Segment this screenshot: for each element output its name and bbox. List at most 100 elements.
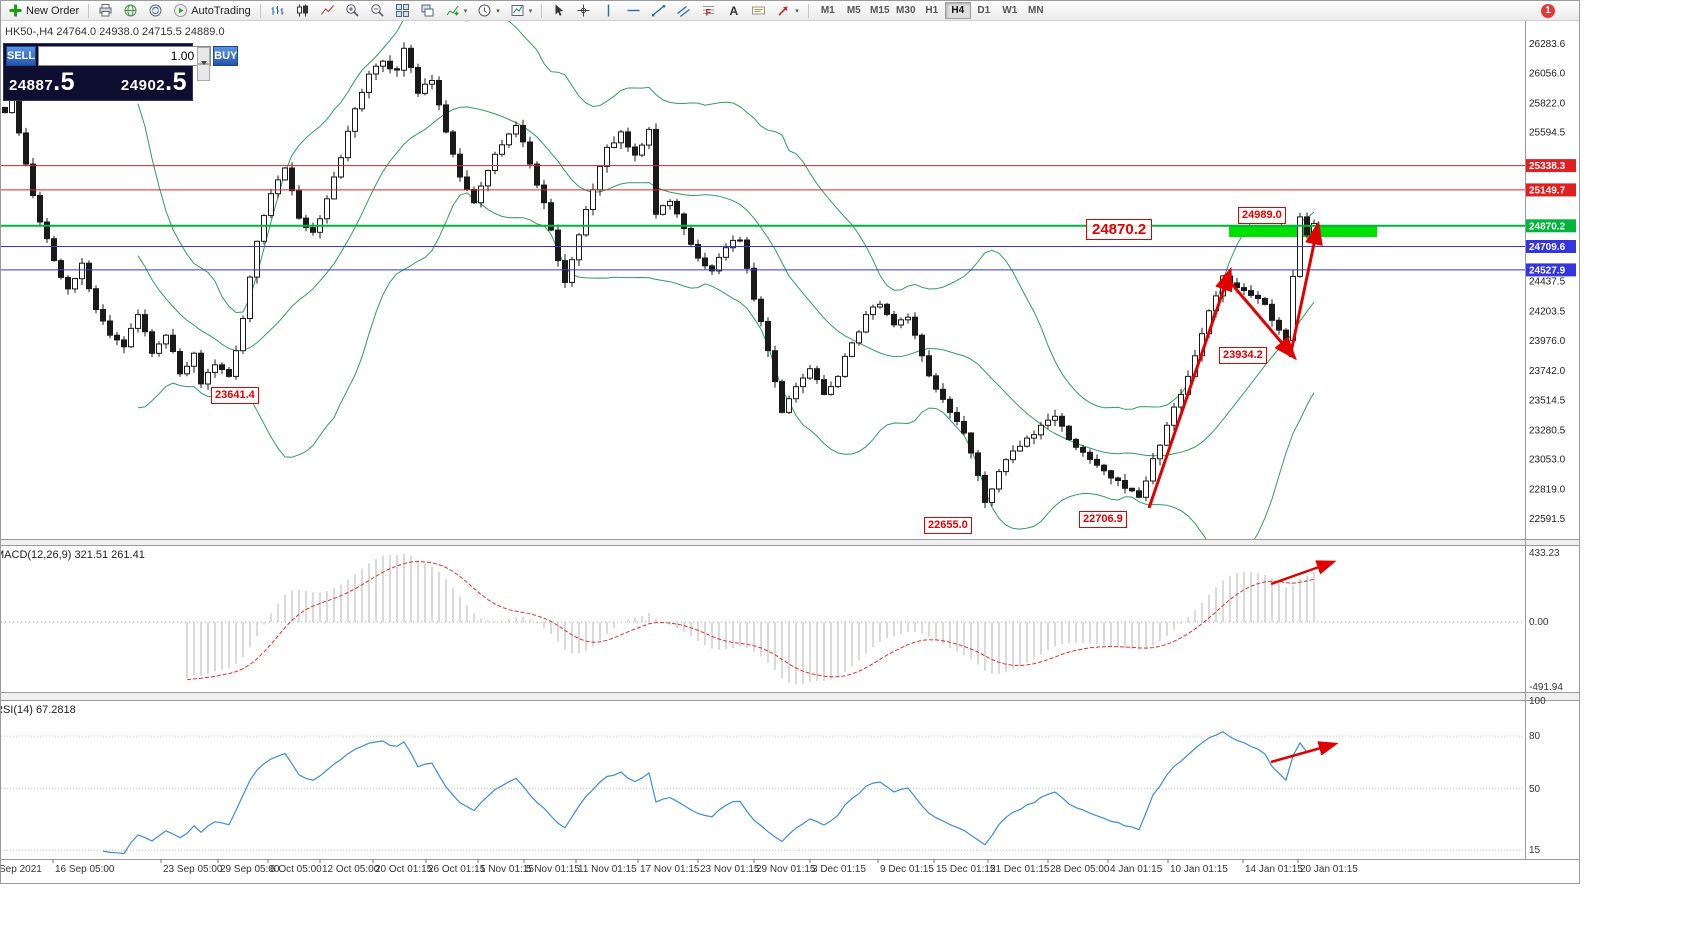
macd-label: MACD(12,26,9) 321.51 261.41 (1, 549, 145, 561)
price-annotation[interactable]: 23934.2 (1219, 347, 1267, 364)
date-label: 29 Nov 01:15 (756, 864, 816, 875)
price-axis-label: 23053.0 (1529, 455, 1566, 466)
horizontal-line-tool-button[interactable] (622, 2, 645, 20)
arrows-tool-button[interactable]: ▾ (772, 2, 803, 20)
price-axis-label: 23280.5 (1529, 425, 1566, 436)
trend-arrow[interactable] (1288, 220, 1323, 358)
macd-axis-label: 433.23 (1529, 548, 1560, 559)
svg-text:25338.3: 25338.3 (1529, 161, 1566, 172)
price-annotation[interactable]: 24870.2 (1086, 219, 1153, 240)
notification-badge[interactable]: 1 (1541, 4, 1555, 18)
volume-input[interactable] (39, 47, 198, 65)
price-axis-label: 26283.6 (1529, 39, 1566, 50)
date-label: 26 Oct 01:15 (428, 864, 486, 875)
rsi-indicator (1, 731, 1525, 855)
cascade-windows-icon (421, 4, 434, 17)
date-label: Sep 2021 (1, 864, 42, 875)
new-order-icon (9, 4, 22, 17)
price-annotation[interactable]: 23641.4 (211, 387, 259, 404)
zoom-in-icon (346, 4, 359, 17)
trend-arrow[interactable] (1147, 266, 1233, 509)
timeframe-button-d1[interactable]: D1 (971, 2, 997, 19)
trend-arrows (1147, 220, 1339, 764)
timeframe-button-h1[interactable]: H1 (919, 2, 945, 19)
print-button[interactable] (94, 2, 117, 20)
chart-area[interactable]: 433.23 0.00 -491.94 100 80 50 15 26283.6 26056.0… (1, 21, 1579, 883)
cursor-icon (555, 4, 564, 16)
community-button[interactable] (119, 2, 142, 20)
volume-up-button[interactable] (197, 47, 211, 67)
price-axis-label: 25594.5 (1529, 128, 1566, 139)
timeframe-button-h4[interactable]: H4 (944, 2, 971, 19)
price-annotation[interactable]: 22655.0 (924, 517, 972, 534)
label-icon (752, 6, 766, 15)
macd-axis-label: 0.00 (1529, 617, 1549, 628)
tile-windows-icon (395, 4, 409, 17)
fibonacci-tool-button[interactable]: F (697, 2, 720, 20)
date-label: 20 Jan 01:15 (1300, 864, 1358, 875)
date-label: 23 Nov 01:15 (700, 864, 760, 875)
rsi-axis-label: 15 (1529, 845, 1541, 856)
price-axis-label: 25822.0 (1529, 98, 1566, 109)
timeframe-button-m5[interactable]: M5 (841, 2, 867, 19)
trend-arrow[interactable] (1270, 560, 1337, 586)
indicators-button[interactable]: ▾ (441, 2, 472, 20)
date-label: 15 Dec 01:15 (936, 864, 996, 875)
autotrading-play-icon (174, 4, 188, 17)
price-axis-label: 23514.5 (1529, 395, 1566, 406)
candlestick-chart-button[interactable] (291, 2, 314, 20)
rsi-label: RSI(14) 67.2818 (1, 704, 76, 716)
timeframe-button-m1[interactable]: M1 (815, 2, 841, 19)
timeframe-button-mn[interactable]: MN (1023, 2, 1049, 19)
vertical-line-tool-button[interactable] (597, 2, 620, 20)
price-annotation[interactable]: 24989.0 (1238, 207, 1286, 224)
new-order-label: New Order (26, 4, 80, 17)
date-label: 14 Jan 01:15 (1245, 864, 1303, 875)
date-label: 5 Nov 01:15 (526, 864, 580, 875)
annotations-layer: 23641.4 22655.0 22706.9 23934.2 24989.0 24870… (1, 21, 1579, 883)
sell-button[interactable]: SELL (6, 46, 37, 66)
indicators-icon (446, 5, 459, 16)
label-tool-button[interactable] (747, 2, 770, 20)
one-click-trading-panel: SELL BUY 24887.5 24902.5 (3, 43, 239, 101)
refresh-button[interactable] (144, 2, 167, 20)
chart-canvas[interactable]: 433.23 0.00 -491.94 100 80 50 15 26283.6 26056.0… (1, 21, 1579, 883)
dropdown-caret: ▾ (528, 7, 533, 15)
line-chart-button[interactable] (316, 2, 339, 20)
text-tool-button[interactable]: A (722, 2, 745, 20)
timeframe-button-m15[interactable]: M15 (867, 2, 893, 19)
globe-icon (124, 4, 137, 17)
crosshair-tool-button[interactable] (572, 2, 595, 20)
price-annotation[interactable]: 22706.9 (1079, 511, 1127, 528)
timeframe-button-m30[interactable]: M30 (893, 2, 919, 19)
templates-button[interactable]: ▾ (506, 2, 537, 20)
zoom-in-button[interactable] (341, 2, 364, 20)
trendline-tool-button[interactable] (647, 2, 670, 20)
svg-text:F: F (706, 8, 712, 18)
cascade-windows-button[interactable] (416, 2, 439, 20)
volume-down-button[interactable] (197, 61, 211, 81)
zoom-out-button[interactable] (366, 2, 389, 20)
refresh-icon (149, 4, 162, 17)
svg-text:24709.6: 24709.6 (1529, 242, 1566, 253)
bar-chart-button[interactable] (266, 2, 289, 20)
timeframe-button-w1[interactable]: W1 (997, 2, 1023, 19)
trend-arrow[interactable] (1222, 274, 1297, 361)
autotrading-button[interactable]: AutoTrading (169, 2, 255, 20)
periods-button[interactable]: ▾ (473, 2, 504, 20)
trend-arrow[interactable] (1270, 741, 1339, 764)
price-axis-label: 24203.5 (1529, 307, 1566, 318)
tile-windows-button[interactable] (391, 2, 414, 20)
candlestick-chart-icon (296, 4, 308, 17)
channel-tool-button[interactable] (672, 2, 695, 20)
new-order-button[interactable]: New Order (4, 2, 83, 20)
dropdown-caret: ▾ (795, 7, 799, 15)
buy-price: 24902.5 (120, 68, 187, 96)
template-icon (511, 5, 524, 16)
date-label: 10 Jan 01:15 (1170, 864, 1228, 875)
dropdown-caret: ▾ (496, 7, 500, 15)
price-axis-label: 23742.0 (1529, 366, 1566, 377)
buy-button[interactable]: BUY (213, 46, 239, 66)
cursor-tool-button[interactable] (547, 2, 570, 20)
